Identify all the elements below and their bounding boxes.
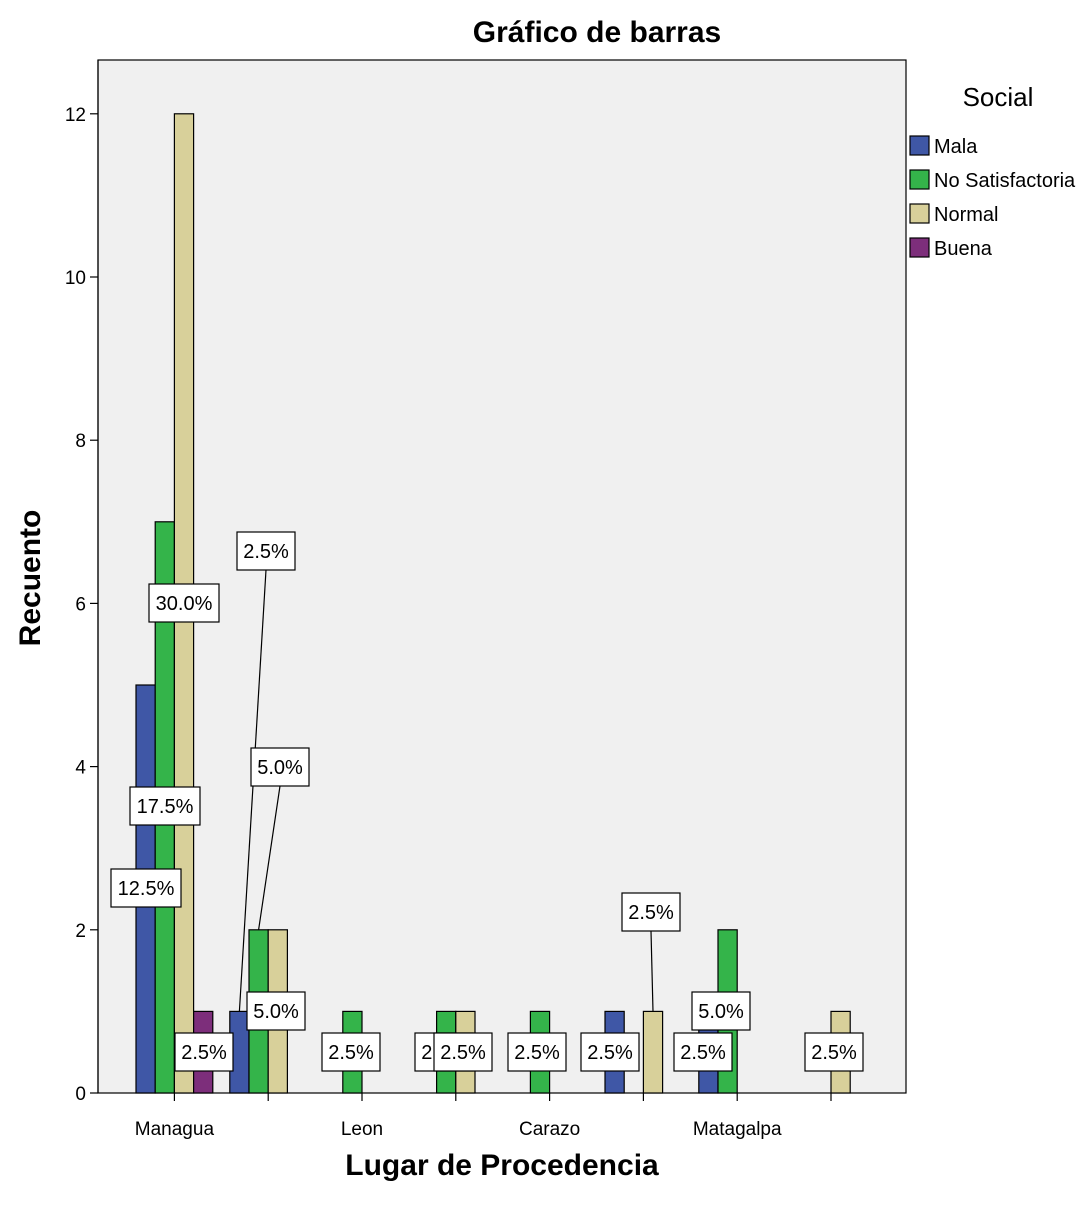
legend-label: Mala bbox=[934, 136, 978, 158]
x-axis: Managua Leon Carazo Matagalpa bbox=[135, 1093, 832, 1140]
data-label-box bbox=[246, 991, 306, 1031]
y-tick-label: 2 bbox=[75, 921, 86, 942]
data-label: 2.5% bbox=[587, 1042, 633, 1064]
data-label-box bbox=[129, 786, 201, 826]
x-axis-title: Lugar de Procedencia bbox=[345, 1149, 659, 1182]
data-label: 2.5% bbox=[811, 1042, 857, 1064]
y-tick-label: 0 bbox=[75, 1084, 86, 1105]
legend-title: Social bbox=[963, 82, 1034, 112]
data-labels-group: 12.5% 17.5% 30.0% 2.5% 2.5% 5.0% 5.0% 2.5% 2.5% 2… bbox=[110, 531, 864, 1072]
bar bbox=[642, 1010, 664, 1094]
y-axis: 0 2 4 6 8 10 12 bbox=[65, 60, 99, 1105]
x-tick-label: Carazo bbox=[519, 1119, 580, 1140]
legend: Social Mala No Satisfactoria Normal Buena bbox=[909, 82, 1076, 260]
data-label-box bbox=[321, 1032, 381, 1072]
legend-label: No Satisfactoria bbox=[934, 170, 1076, 192]
data-label: 2.5% bbox=[628, 902, 674, 924]
y-tick-label: 8 bbox=[75, 431, 86, 452]
data-label-box bbox=[804, 1032, 864, 1072]
data-label: 5.0% bbox=[698, 1001, 744, 1023]
legend-swatch bbox=[909, 237, 930, 258]
label-leader-line bbox=[258, 785, 281, 930]
data-label: 2.5% bbox=[243, 541, 289, 563]
x-tick-label: Leon bbox=[341, 1119, 383, 1140]
data-label: 17.5% bbox=[137, 796, 194, 818]
data-label-box bbox=[507, 1032, 567, 1072]
data-label-box bbox=[236, 531, 296, 571]
data-label-box bbox=[148, 583, 220, 623]
data-label: 2.5% bbox=[181, 1042, 227, 1064]
data-label: 5.0% bbox=[253, 1001, 299, 1023]
data-label-box bbox=[174, 1032, 234, 1072]
data-label-box bbox=[110, 868, 182, 908]
data-label: 12.5% bbox=[118, 878, 175, 900]
plot-area bbox=[97, 59, 907, 1094]
data-label: 30.0% bbox=[156, 593, 213, 615]
data-label: 2.5% bbox=[440, 1042, 486, 1064]
y-tick-label: 10 bbox=[65, 268, 86, 289]
data-label-box bbox=[673, 1032, 733, 1072]
x-tick-label: Managua bbox=[135, 1119, 215, 1140]
data-label: 2.5% bbox=[328, 1042, 374, 1064]
chart-title: Gráfico de barras bbox=[473, 16, 721, 49]
data-label: 5.0% bbox=[257, 757, 303, 779]
legend-label: Buena bbox=[934, 238, 993, 260]
legend-swatch bbox=[909, 135, 930, 156]
legend-label: Normal bbox=[934, 204, 998, 226]
legend-swatch bbox=[909, 203, 930, 224]
data-label-box bbox=[691, 991, 751, 1031]
data-label: 2.5% bbox=[680, 1042, 726, 1064]
data-label-box bbox=[433, 1032, 493, 1072]
y-tick-label: 12 bbox=[65, 105, 86, 126]
y-tick-label: 6 bbox=[75, 594, 86, 615]
data-label-box bbox=[580, 1032, 640, 1072]
data-label-box bbox=[250, 747, 310, 787]
legend-swatch bbox=[909, 169, 930, 190]
x-tick-label: Matagalpa bbox=[693, 1119, 782, 1140]
y-axis-title: Recuento bbox=[14, 510, 47, 647]
label-leader-line bbox=[650, 930, 654, 1012]
data-label-box bbox=[621, 892, 681, 932]
label-leader-line bbox=[238, 569, 267, 1012]
data-label: 2.5% bbox=[514, 1042, 560, 1064]
y-tick-label: 4 bbox=[75, 758, 86, 779]
